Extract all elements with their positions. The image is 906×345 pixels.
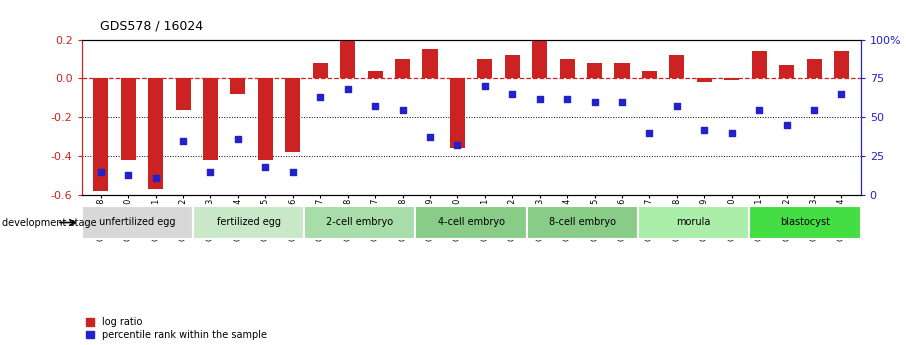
Text: fertilized egg: fertilized egg: [217, 217, 281, 227]
Bar: [642, 71, 657, 79]
Bar: [285, 79, 300, 152]
Legend: log ratio, percentile rank within the sample: log ratio, percentile rank within the sa…: [86, 317, 267, 340]
Bar: [526, 206, 638, 239]
Point: [258, 164, 273, 170]
Bar: [477, 59, 492, 79]
Point: [807, 107, 822, 112]
Point: [285, 169, 300, 175]
Bar: [176, 79, 190, 110]
Text: 2-cell embryo: 2-cell embryo: [326, 217, 393, 227]
Point: [779, 122, 794, 128]
Point: [587, 99, 602, 105]
Point: [670, 104, 684, 109]
Point: [450, 142, 465, 148]
Bar: [834, 51, 849, 79]
Bar: [505, 55, 520, 79]
Text: development stage: development stage: [2, 218, 96, 227]
Bar: [638, 206, 749, 239]
Point: [560, 96, 574, 101]
Bar: [193, 206, 304, 239]
Text: GDS578 / 16024: GDS578 / 16024: [100, 20, 203, 33]
Bar: [395, 59, 410, 79]
Point: [176, 138, 190, 144]
Text: 4-cell embryo: 4-cell embryo: [438, 217, 505, 227]
Bar: [203, 79, 218, 160]
Bar: [752, 51, 766, 79]
Bar: [806, 59, 822, 79]
Bar: [93, 79, 109, 191]
Bar: [120, 79, 136, 160]
Bar: [749, 206, 861, 239]
Bar: [450, 79, 465, 148]
Point: [93, 169, 108, 175]
Point: [203, 169, 217, 175]
Point: [149, 175, 163, 181]
Bar: [313, 63, 328, 79]
Point: [395, 107, 410, 112]
Point: [697, 127, 711, 132]
Point: [341, 87, 355, 92]
Point: [725, 130, 739, 136]
Point: [368, 104, 382, 109]
Point: [642, 130, 657, 136]
Bar: [258, 79, 273, 160]
Point: [505, 91, 519, 97]
Bar: [368, 71, 382, 79]
Point: [533, 96, 547, 101]
Point: [231, 136, 246, 142]
Point: [423, 135, 438, 140]
Bar: [340, 40, 355, 79]
Bar: [779, 65, 795, 79]
Text: morula: morula: [677, 217, 711, 227]
Bar: [670, 55, 684, 79]
Point: [477, 83, 492, 89]
Point: [120, 172, 135, 177]
Point: [615, 99, 630, 105]
Bar: [422, 49, 438, 79]
Text: 8-cell embryo: 8-cell embryo: [549, 217, 616, 227]
Bar: [532, 40, 547, 79]
Bar: [614, 63, 630, 79]
Point: [752, 107, 766, 112]
Point: [834, 91, 849, 97]
Bar: [148, 79, 163, 189]
Bar: [304, 206, 416, 239]
Point: [313, 94, 327, 100]
Bar: [697, 79, 712, 82]
Bar: [724, 79, 739, 80]
Bar: [230, 79, 246, 94]
Bar: [82, 206, 193, 239]
Bar: [416, 206, 526, 239]
Text: blastocyst: blastocyst: [780, 217, 830, 227]
Bar: [587, 63, 602, 79]
Text: unfertilized egg: unfertilized egg: [99, 217, 176, 227]
Bar: [560, 59, 574, 79]
